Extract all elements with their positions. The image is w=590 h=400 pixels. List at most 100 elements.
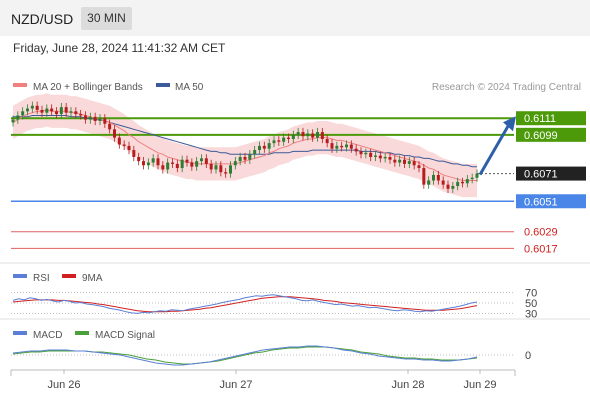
rsi-ma-legend-swatch bbox=[62, 274, 76, 278]
candle-body bbox=[296, 132, 300, 135]
candle-body bbox=[253, 150, 257, 155]
macd-line bbox=[12, 345, 478, 366]
candle-body bbox=[55, 111, 58, 115]
candle-body bbox=[316, 132, 319, 138]
candle-body bbox=[113, 129, 116, 138]
candle-body bbox=[26, 108, 29, 112]
candle-body bbox=[35, 105, 39, 110]
candle-body bbox=[146, 162, 150, 166]
candle-body bbox=[195, 161, 199, 167]
candle-body bbox=[417, 165, 421, 169]
candle-body bbox=[238, 156, 242, 162]
candle-body bbox=[291, 134, 295, 139]
rsi-tick-50: 50 bbox=[525, 298, 537, 310]
macd-signal-line bbox=[12, 346, 478, 365]
candle-body bbox=[272, 140, 276, 144]
candle-body bbox=[180, 159, 184, 169]
candle-body bbox=[151, 158, 155, 163]
chart-panel bbox=[0, 36, 590, 400]
x-tick-label: Jun 28 bbox=[391, 379, 424, 391]
candle-body bbox=[369, 152, 373, 157]
candle-body bbox=[30, 105, 34, 109]
candle-body bbox=[229, 165, 232, 174]
candle-body bbox=[45, 108, 49, 113]
ma20-legend-label: MA 20 + Bollinger Bands bbox=[33, 82, 143, 93]
candle-body bbox=[224, 172, 228, 174]
candle-body bbox=[277, 140, 281, 142]
candle-body bbox=[475, 173, 479, 178]
candle-body bbox=[200, 158, 203, 162]
ma20-legend-swatch bbox=[13, 83, 27, 87]
price-chart: 0.6111 0.6099 0.6071 0.6051 0.6029 0.6017 bbox=[11, 93, 586, 255]
candle-body bbox=[306, 133, 310, 137]
candle-body bbox=[93, 116, 97, 121]
candle-body bbox=[190, 162, 194, 167]
candle-body bbox=[335, 145, 339, 149]
candle-body bbox=[175, 163, 179, 169]
candle-body bbox=[132, 150, 136, 157]
candle-body bbox=[219, 165, 223, 173]
candle-body bbox=[267, 143, 271, 149]
candle-body bbox=[233, 161, 237, 166]
timeframe-button[interactable]: 30 MIN bbox=[81, 7, 132, 30]
candle-body bbox=[243, 156, 247, 160]
candle-body bbox=[258, 145, 261, 151]
candle-body bbox=[88, 116, 92, 120]
candle-body bbox=[364, 152, 368, 155]
candle-body bbox=[451, 186, 455, 189]
credit-label: Research © 2024 Trading Central bbox=[432, 82, 581, 93]
forecast-arrow-shaft bbox=[478, 125, 510, 176]
rsi-tick-70: 70 bbox=[525, 288, 537, 300]
candle-body bbox=[204, 158, 208, 164]
candle-body bbox=[50, 108, 54, 112]
candle-body bbox=[320, 132, 324, 139]
level-label-0-6051: 0.6051 bbox=[524, 196, 558, 208]
candle-body bbox=[349, 144, 353, 149]
candle-body bbox=[407, 161, 411, 164]
candle-body bbox=[393, 159, 397, 163]
pair-label: NZD/USD bbox=[11, 11, 74, 27]
candle-body bbox=[287, 137, 290, 139]
candle-body bbox=[311, 133, 315, 138]
level-label-0-6071: 0.6071 bbox=[524, 169, 558, 181]
candle-body bbox=[79, 114, 83, 116]
candle-body bbox=[142, 161, 145, 166]
candle-body bbox=[432, 174, 435, 181]
candle-body bbox=[436, 174, 440, 181]
macd-signal-legend-swatch bbox=[75, 331, 89, 335]
candle-body bbox=[161, 165, 165, 170]
candle-body bbox=[84, 115, 87, 120]
x-tick-label: Jun 29 bbox=[463, 379, 496, 391]
candle-body bbox=[378, 155, 382, 159]
candle-body bbox=[345, 144, 348, 148]
candle-body bbox=[21, 111, 25, 116]
level-tag-0-6071 bbox=[516, 166, 586, 181]
candle-body bbox=[40, 109, 44, 113]
candle-body bbox=[137, 156, 141, 162]
candle-body bbox=[127, 145, 131, 151]
rsi-line bbox=[12, 294, 478, 314]
macd-chart: 0 bbox=[11, 345, 531, 366]
candle-body bbox=[122, 144, 126, 146]
x-axis: Jun 26 Jun 27 Jun 28 Jun 29 bbox=[47, 370, 497, 391]
candle-body bbox=[98, 118, 102, 121]
level-label-0-6111: 0.6111 bbox=[524, 113, 556, 125]
candle-body bbox=[262, 145, 266, 149]
level-label-0-6099: 0.6099 bbox=[524, 130, 558, 142]
candle-body bbox=[461, 181, 464, 184]
candle-body bbox=[166, 162, 170, 170]
candle-body bbox=[171, 162, 174, 164]
rsi-ma-legend-label: 9MA bbox=[82, 273, 103, 284]
candle-body bbox=[16, 115, 20, 120]
ma50-legend-label: MA 50 bbox=[175, 82, 204, 93]
candle-body bbox=[340, 145, 344, 148]
candle-body bbox=[465, 179, 469, 184]
level-label-0-6029: 0.6029 bbox=[524, 227, 558, 239]
candle-body bbox=[374, 155, 377, 157]
rsi-tick-30: 30 bbox=[525, 308, 537, 320]
candle-body bbox=[359, 151, 363, 155]
candle-body bbox=[248, 154, 252, 160]
candle-body bbox=[282, 137, 286, 142]
